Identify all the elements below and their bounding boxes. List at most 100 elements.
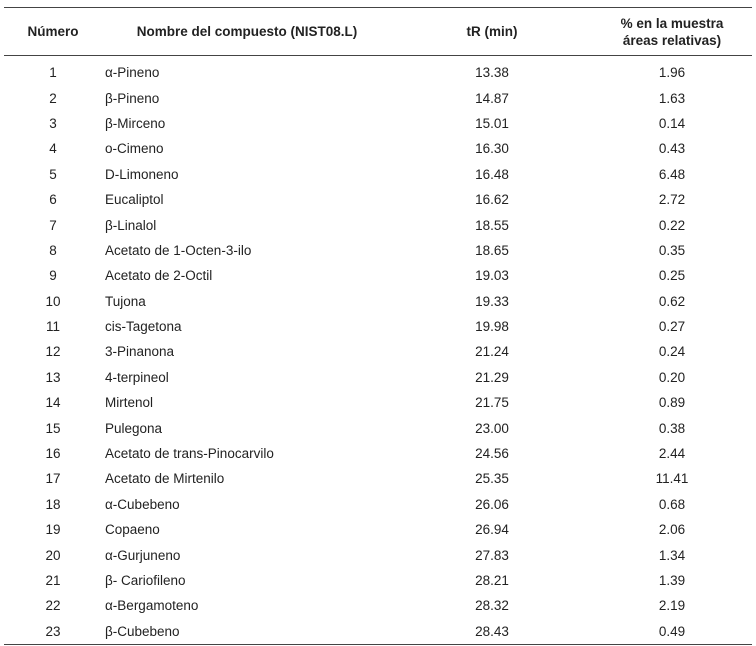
cell-porcentaje: 1.63: [658, 90, 686, 106]
cell-porcentaje: 2.06: [658, 522, 686, 538]
cell-tr: 13.38: [475, 65, 509, 81]
header-tr: tR (min): [466, 24, 518, 39]
table-row: 15 Pulegona 23.00 0.38: [4, 415, 752, 440]
cell-tr: 28.32: [475, 598, 509, 614]
cell-nombre: o-Cimeno: [105, 141, 164, 157]
cell-porcentaje: 0.35: [658, 242, 686, 258]
cell-porcentaje: 0.89: [658, 395, 686, 411]
cell-nombre: cis-Tagetona: [105, 319, 182, 335]
cell-tr: 21.75: [475, 395, 509, 411]
table-row: 19 Copaeno 26.94 2.06: [4, 517, 752, 542]
cell-numero: 7: [49, 217, 57, 233]
table-row: 8 Acetato de 1-Octen-3-ilo 18.65 0.35: [4, 238, 752, 263]
cell-numero: 3: [49, 115, 57, 131]
compound-table: Número Nombre del compuesto (NIST08.L) t…: [4, 7, 752, 645]
cell-tr: 14.87: [475, 90, 509, 106]
table-row: 22 α-Bergamoteno 28.32 2.19: [4, 593, 752, 618]
cell-numero: 15: [45, 420, 61, 436]
cell-numero: 18: [45, 496, 61, 512]
table-row: 21 β- Cariofileno 28.21 1.39: [4, 568, 752, 593]
header-row: Número Nombre del compuesto (NIST08.L) t…: [4, 8, 752, 56]
cell-tr: 27.83: [475, 547, 509, 563]
cell-tr: 18.55: [475, 217, 509, 233]
cell-nombre: β-Linalol: [105, 217, 157, 233]
cell-tr: 19.03: [475, 268, 509, 284]
cell-porcentaje: 2.19: [658, 598, 686, 614]
cell-porcentaje: 0.68: [658, 496, 686, 512]
cell-porcentaje: 0.25: [658, 268, 686, 284]
cell-numero: 12: [45, 344, 61, 360]
cell-nombre: β- Cariofileno: [105, 573, 186, 588]
table-row: 16 Acetato de trans-Pinocarvilo 24.56 2.44: [4, 441, 752, 466]
cell-nombre: Acetato de 1-Octen-3-ilo: [105, 242, 252, 258]
table-row: 5 D-Limoneno 16.48 6.48: [4, 162, 752, 187]
cell-nombre: Eucaliptol: [105, 192, 164, 208]
cell-numero: 21: [45, 573, 61, 588]
cell-porcentaje: 0.24: [658, 344, 686, 360]
cell-numero: 1: [49, 65, 57, 81]
cell-porcentaje: 1.39: [658, 573, 686, 588]
cell-numero: 4: [49, 141, 57, 157]
table-row: 12 3-Pinanona 21.24 0.24: [4, 339, 752, 364]
cell-tr: 26.94: [475, 522, 509, 538]
cell-numero: 10: [45, 293, 61, 309]
cell-porcentaje: 0.27: [658, 319, 686, 335]
table-row: 11 cis-Tagetona 19.98 0.27: [4, 314, 752, 339]
cell-nombre: Acetato de trans-Pinocarvilo: [105, 446, 274, 462]
cell-numero: 5: [49, 166, 57, 182]
cell-porcentaje: 6.48: [658, 166, 686, 182]
table-row: 14 Mirtenol 21.75 0.89: [4, 390, 752, 415]
cell-nombre: Copaeno: [105, 522, 160, 538]
cell-nombre: α-Pineno: [105, 65, 160, 81]
cell-porcentaje: 0.49: [658, 623, 686, 639]
cell-porcentaje: 0.43: [658, 141, 686, 157]
cell-nombre: Pulegona: [105, 420, 163, 436]
cell-tr: 21.29: [475, 369, 509, 385]
cell-tr: 15.01: [475, 115, 509, 131]
cell-porcentaje: 2.72: [658, 192, 686, 208]
cell-numero: 19: [45, 522, 61, 538]
cell-nombre: 3-Pinanona: [105, 344, 175, 360]
cell-porcentaje: 0.14: [658, 115, 686, 131]
cell-tr: 24.56: [475, 446, 509, 462]
table-row: 7 β-Linalol 18.55 0.22: [4, 212, 752, 237]
cell-numero: 8: [49, 242, 57, 258]
cell-tr: 28.43: [475, 623, 509, 639]
table-row: 3 β-Mirceno 15.01 0.14: [4, 111, 752, 136]
header-porcentaje-line2: áreas relativas): [622, 32, 722, 48]
cell-nombre: Mirtenol: [105, 395, 154, 411]
cell-nombre: Acetato de Mirtenilo: [105, 471, 225, 487]
cell-tr: 18.65: [475, 242, 509, 258]
cell-porcentaje: 2.44: [658, 446, 686, 462]
cell-nombre: Tujona: [105, 293, 146, 309]
cell-nombre: Acetato de 2-Octil: [105, 268, 213, 284]
table-row: 13 4-terpineol 21.29 0.20: [4, 365, 752, 390]
cell-tr: 16.30: [475, 141, 509, 157]
cell-porcentaje: 0.22: [658, 217, 686, 233]
cell-tr: 23.00: [475, 420, 509, 436]
cell-numero: 20: [45, 547, 61, 563]
table-row: 4 o-Cimeno 16.30 0.43: [4, 136, 752, 161]
cell-numero: 9: [49, 268, 57, 284]
table-body: 1 α-Pineno 13.38 1.96 2 β-Pineno 14.87 1.63 3 β-M…: [4, 56, 752, 645]
cell-numero: 22: [45, 598, 61, 614]
cell-nombre: β-Cubebeno: [105, 623, 180, 639]
header-porcentaje: % en la muestra áreas relativas): [592, 8, 752, 56]
cell-numero: 2: [49, 90, 57, 106]
table-row: 2 β-Pineno 14.87 1.63: [4, 85, 752, 110]
cell-tr: 21.24: [475, 344, 509, 360]
cell-numero: 23: [45, 623, 61, 639]
cell-porcentaje: 1.96: [658, 65, 686, 81]
cell-nombre: α-Gurjuneno: [105, 547, 181, 563]
header-porcentaje-line1: % en la muestra: [620, 15, 724, 31]
table-row: 20 α-Gurjuneno 27.83 1.34: [4, 542, 752, 567]
table-row: 9 Acetato de 2-Octil 19.03 0.25: [4, 263, 752, 288]
cell-tr: 26.06: [475, 496, 509, 512]
cell-nombre: β-Mirceno: [105, 115, 166, 131]
header-nombre: Nombre del compuesto (NIST08.L): [136, 24, 358, 39]
cell-tr: 16.62: [475, 192, 509, 208]
cell-numero: 11: [45, 319, 60, 335]
cell-nombre: α-Bergamoteno: [105, 598, 199, 614]
cell-tr: 19.33: [475, 293, 509, 309]
compound-table-container: Número Nombre del compuesto (NIST08.L) t…: [4, 7, 752, 645]
